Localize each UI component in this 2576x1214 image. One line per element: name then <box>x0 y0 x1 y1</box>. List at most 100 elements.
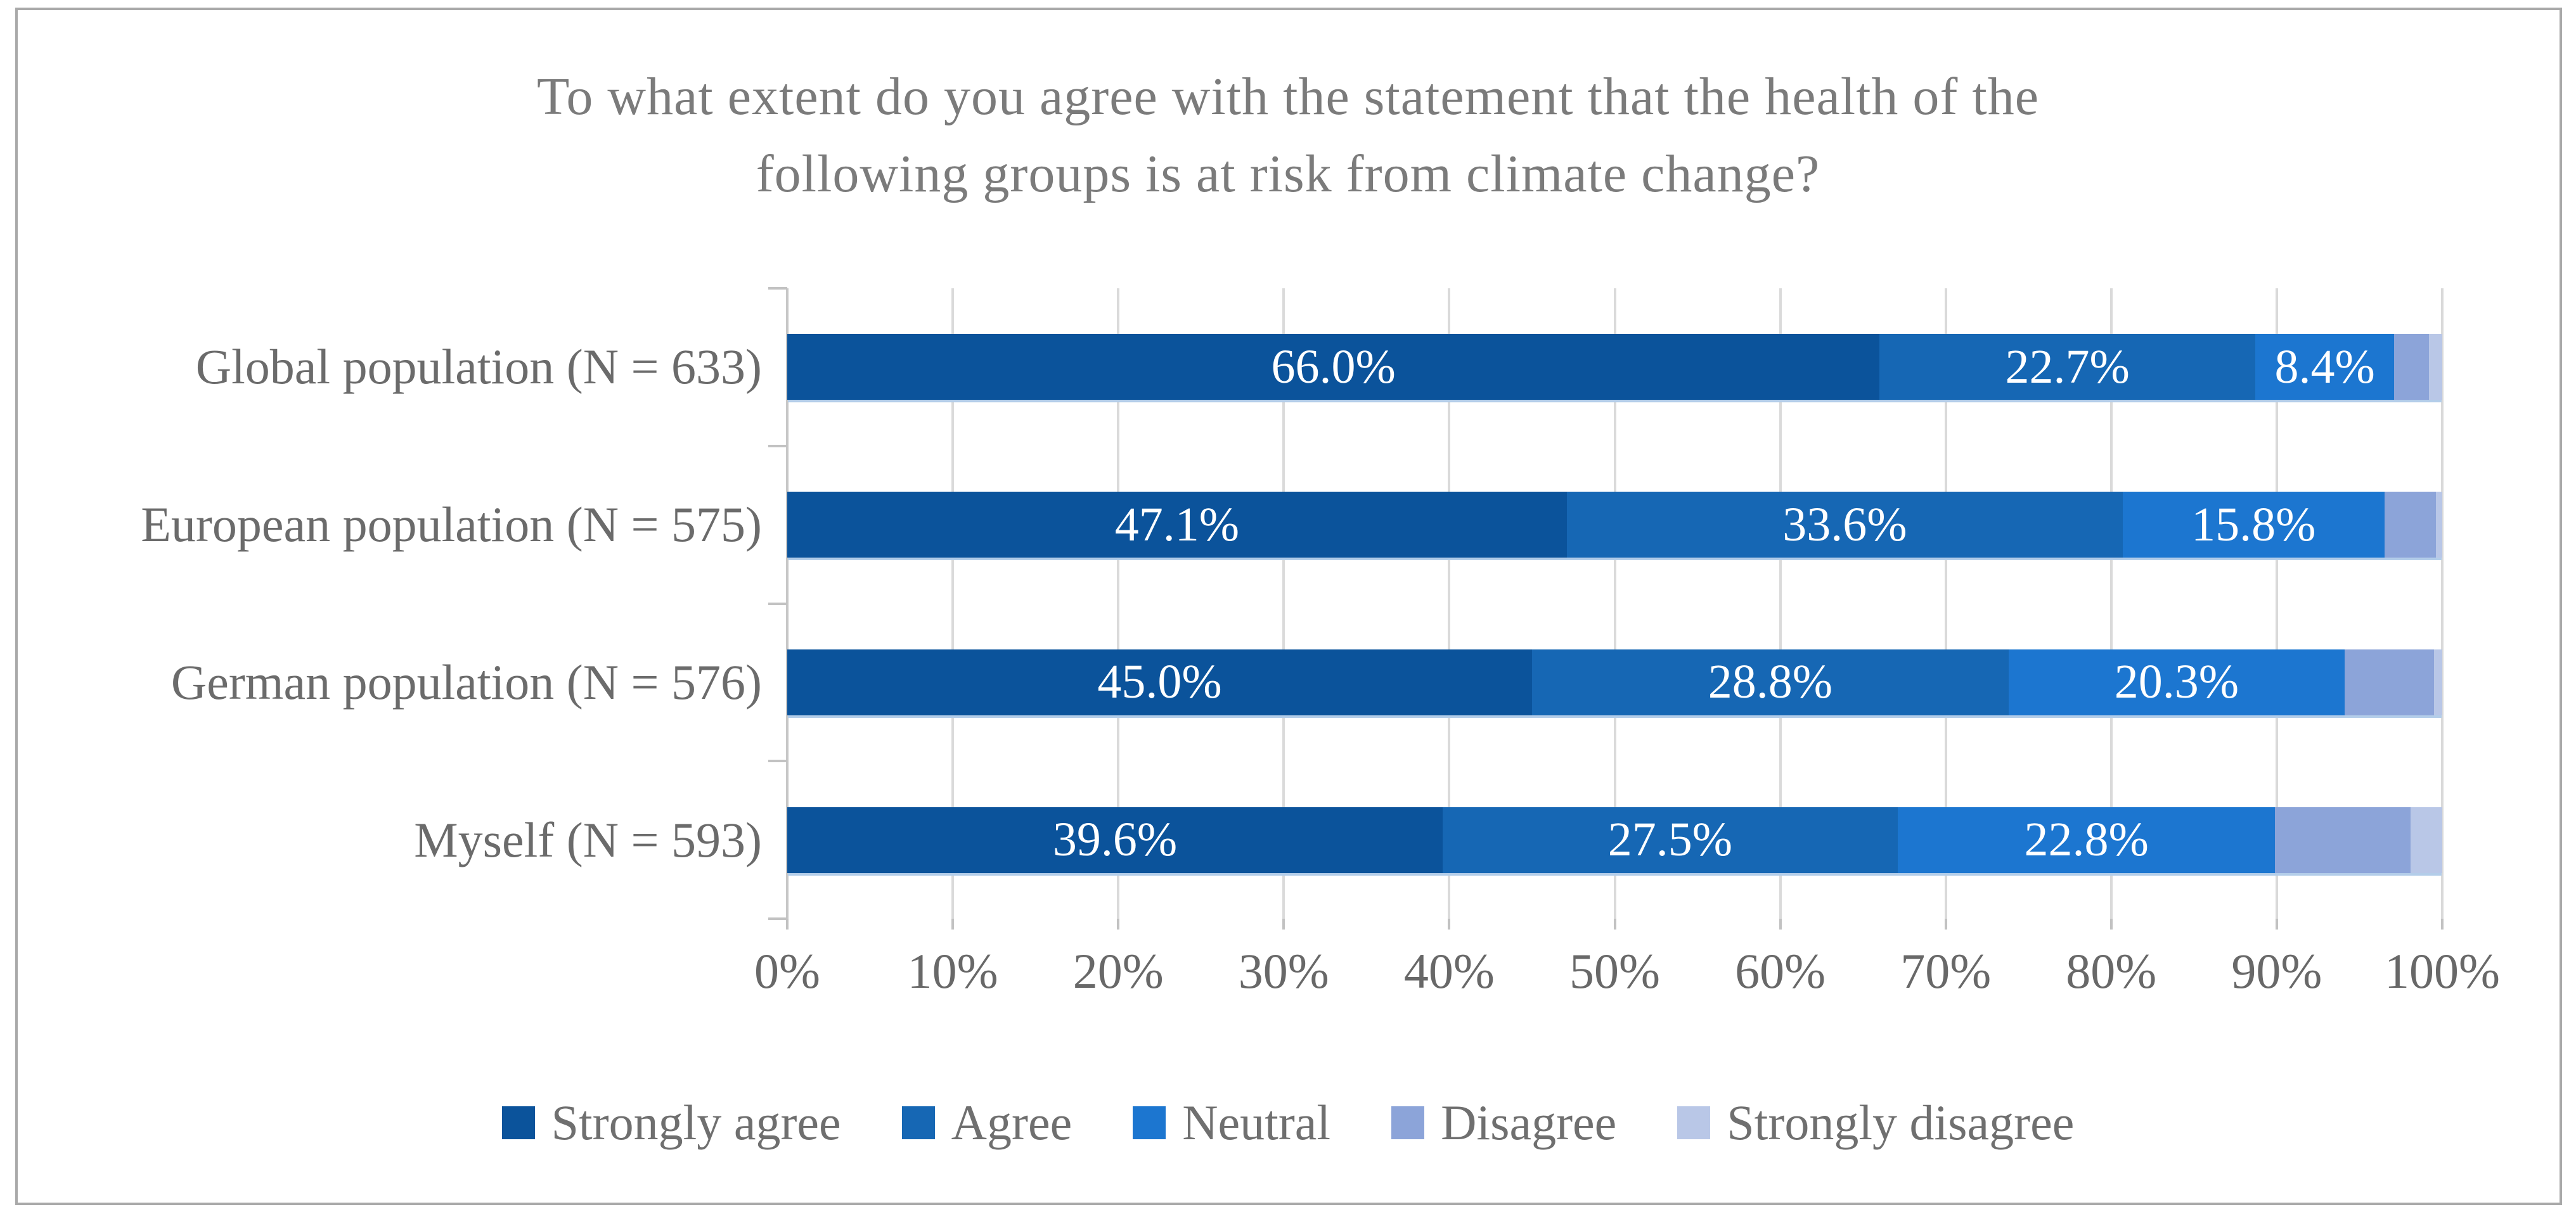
x-axis-tick-label: 50% <box>1569 943 1660 999</box>
category-axis-tick <box>768 917 787 920</box>
bar-segment-label: 28.8% <box>1708 655 1833 709</box>
category-label: Global population (N = 633) <box>195 339 762 395</box>
x-axis-tick-label: 70% <box>1900 943 1992 999</box>
bar-segment <box>2275 807 2411 873</box>
bar-segment <box>2435 492 2442 558</box>
category-axis-tick <box>768 602 787 605</box>
legend-swatch <box>1133 1106 1166 1139</box>
x-axis-tick <box>1613 919 1616 930</box>
gridline <box>1448 288 1451 919</box>
x-axis-tick <box>1282 919 1285 930</box>
bar-segment: 22.7% <box>1879 334 2255 400</box>
bar-segment <box>2384 492 2436 558</box>
x-axis-tick <box>1117 919 1120 930</box>
x-axis-tick <box>2441 919 2444 930</box>
x-axis-tick <box>1779 919 1782 930</box>
legend-item: Neutral <box>1133 1094 1330 1151</box>
chart-title-line-1: To what extent do you agree with the sta… <box>536 67 2040 126</box>
bar-row: 45.0% 28.8% 20.3% <box>787 649 2442 715</box>
gridline <box>1779 288 1782 919</box>
bar-segment <box>2429 334 2442 400</box>
bar-segment: 33.6% <box>1566 492 2123 558</box>
category-axis-tick <box>768 287 787 290</box>
bar-segment: 20.3% <box>2008 649 2345 715</box>
bar-segment: 66.0% <box>787 334 1880 400</box>
bar-segment: 22.8% <box>1897 807 2276 873</box>
x-axis-tick <box>2109 919 2113 930</box>
bar-row: 47.1% 33.6% 15.8% <box>787 492 2442 558</box>
bar-row: 66.0% 22.7% 8.4% <box>787 334 2442 400</box>
x-axis-tick-label: 100% <box>2385 943 2500 999</box>
bar-segment: 15.8% <box>2123 492 2385 558</box>
bar-segment-label: 45.0% <box>1097 655 1222 709</box>
gridline <box>2109 288 2113 919</box>
bar-segment-label: 33.6% <box>1782 497 1907 551</box>
legend-label: Strongly disagree <box>1727 1095 2075 1150</box>
bar-segment: 8.4% <box>2255 334 2395 400</box>
gridline <box>1613 288 1616 919</box>
bar-segment: 39.6% <box>787 807 1443 873</box>
bar-segment-label: 66.0% <box>1271 340 1396 393</box>
legend-item: Disagree <box>1391 1094 1616 1151</box>
legend-label: Disagree <box>1441 1095 1617 1150</box>
x-axis-tick-label: 40% <box>1403 943 1495 999</box>
figure-border <box>15 8 2562 1205</box>
category-axis-tick <box>768 760 787 763</box>
bar-row: 39.6% 27.5% 22.8% <box>787 807 2442 873</box>
bar-segment-label: 22.8% <box>2024 813 2149 867</box>
plot-area: 0% 10% 20% 30% 40% 50% 60% 70% 80% 90% 100% 66.0% 22… <box>754 287 2500 999</box>
category-axis-line <box>786 288 789 919</box>
x-axis-tick <box>1448 919 1451 930</box>
x-axis-tick-label: 10% <box>907 943 998 999</box>
legend-item: Strongly disagree <box>1677 1094 2074 1151</box>
gridline <box>1117 288 1120 919</box>
legend-item: Strongly agree <box>501 1094 841 1151</box>
legend-swatch <box>901 1106 935 1139</box>
category-label: German population (N = 576) <box>171 654 762 710</box>
bar-segment-label: 15.8% <box>2191 497 2316 551</box>
bar-segment-label: 8.4% <box>2274 340 2375 393</box>
gridline <box>951 288 955 919</box>
gridline <box>1282 288 1285 919</box>
bar-segment-label: 20.3% <box>2114 655 2239 709</box>
chart-title: To what extent do you agree with the sta… <box>0 58 2576 213</box>
legend-swatch <box>1677 1106 1711 1139</box>
bar-segment-label: 39.6% <box>1052 813 1178 867</box>
legend-swatch <box>501 1106 535 1139</box>
bar-segment-label: 27.5% <box>1607 813 1733 867</box>
bar-segment <box>2433 649 2442 715</box>
x-axis-tick-label: 20% <box>1072 943 1164 999</box>
gridline <box>1944 288 1947 919</box>
x-axis-tick-label: 80% <box>2066 943 2157 999</box>
x-axis-tick-label: 90% <box>2231 943 2322 999</box>
bar-segment-label: 22.7% <box>2005 340 2130 393</box>
x-axis-tick <box>786 919 789 930</box>
category-axis-tick <box>768 444 787 447</box>
category-label: European population (N = 575) <box>141 497 762 553</box>
x-axis-tick <box>1944 919 1947 930</box>
gridline <box>2441 288 2444 919</box>
x-axis-tick <box>951 919 955 930</box>
category-label: Myself (N = 593) <box>414 812 762 867</box>
bar-segment: 45.0% <box>787 649 1532 715</box>
bar-segment <box>2394 334 2430 400</box>
x-axis-tick-label: 0% <box>754 943 820 999</box>
x-axis-tick-label: 30% <box>1238 943 1329 999</box>
gridline <box>2275 288 2278 919</box>
legend-item: Agree <box>901 1094 1072 1151</box>
bar-segment-label: 47.1% <box>1114 497 1240 551</box>
bar-segment: 47.1% <box>787 492 1567 558</box>
legend-label: Strongly agree <box>551 1095 841 1150</box>
legend-label: Agree <box>951 1095 1072 1150</box>
x-axis-tick-label: 60% <box>1735 943 1826 999</box>
bar-segment: 28.8% <box>1531 649 2009 715</box>
bar-segment <box>2411 807 2442 873</box>
chart-title-line-2: following groups is at risk from climate… <box>756 144 1820 203</box>
legend: Strongly agree Agree Neutral Disagree Strong… <box>0 1085 2576 1161</box>
bar-segment <box>2344 649 2434 715</box>
legend-label: Neutral <box>1182 1095 1331 1150</box>
x-axis-tick <box>2275 919 2278 930</box>
legend-swatch <box>1391 1106 1425 1139</box>
bar-segment: 27.5% <box>1442 807 1898 873</box>
